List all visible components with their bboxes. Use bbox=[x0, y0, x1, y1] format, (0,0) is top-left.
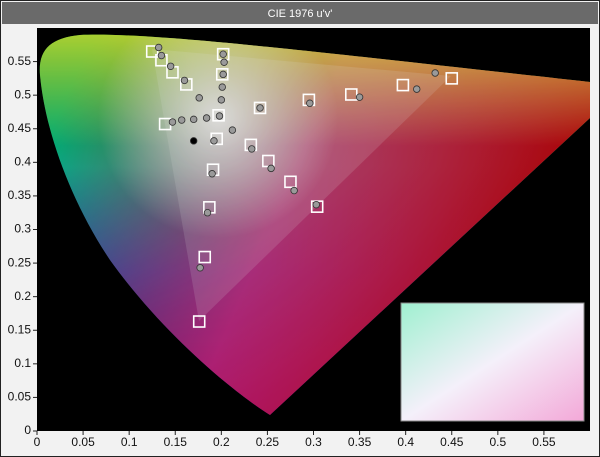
target-square bbox=[396, 78, 410, 92]
measured-point bbox=[228, 126, 237, 134]
x-tick-label: 0.1 bbox=[121, 435, 138, 449]
x-tick-label: 0 bbox=[34, 435, 41, 449]
measured-point bbox=[413, 85, 421, 93]
measured-point bbox=[154, 43, 163, 52]
inset bbox=[400, 302, 585, 422]
x-tick-label: 0.2 bbox=[213, 435, 230, 449]
measured-point bbox=[157, 51, 166, 60]
measured-point bbox=[195, 94, 203, 102]
x-tick-label: 0.25 bbox=[256, 435, 280, 449]
target-square bbox=[145, 45, 159, 58]
y-tick-label: 0.4 bbox=[14, 155, 31, 169]
x-tick-label: 0.45 bbox=[440, 435, 464, 449]
target-square bbox=[198, 250, 212, 264]
x-tick-label: 0.3 bbox=[305, 435, 322, 449]
measured-point bbox=[220, 58, 228, 66]
target-square bbox=[284, 175, 297, 189]
measured-point bbox=[217, 96, 226, 104]
measured-point bbox=[306, 99, 314, 107]
target-square bbox=[215, 68, 229, 81]
measured-point bbox=[208, 170, 216, 178]
x-tick-label: 0.15 bbox=[164, 435, 188, 449]
measured-point bbox=[196, 264, 204, 272]
x-tick-label: 0.35 bbox=[348, 435, 372, 449]
measured-point bbox=[168, 118, 177, 126]
measured-point bbox=[210, 137, 218, 145]
measured-point bbox=[203, 209, 212, 217]
measured-point bbox=[431, 69, 439, 77]
y-tick-label: 0.2 bbox=[14, 289, 31, 303]
measured-point bbox=[189, 115, 198, 124]
y-tick-label: 0.05 bbox=[8, 390, 32, 404]
measured-point bbox=[312, 200, 320, 209]
measured-point bbox=[178, 116, 186, 124]
measured-point bbox=[215, 112, 224, 120]
measured-point bbox=[219, 50, 227, 58]
y-tick-label: 0 bbox=[24, 423, 31, 437]
target-square bbox=[344, 88, 358, 101]
measured-point bbox=[290, 186, 298, 195]
target-square bbox=[192, 315, 206, 328]
y-tick-label: 0.55 bbox=[8, 54, 32, 68]
measured-point bbox=[189, 137, 198, 145]
target-square bbox=[212, 109, 225, 122]
marks bbox=[145, 43, 459, 328]
x-tick-label: 0.05 bbox=[71, 435, 95, 449]
y-tick-label: 0.1 bbox=[14, 356, 31, 370]
y-tick-label: 0.25 bbox=[8, 255, 32, 269]
chart-title: CIE 1976 u'v' bbox=[268, 8, 333, 20]
measured-point bbox=[166, 62, 175, 70]
title-bar bbox=[2, 2, 598, 24]
x-tick-label: 0.55 bbox=[532, 435, 556, 449]
y-tick-label: 0.15 bbox=[8, 322, 32, 336]
y-tick-label: 0.35 bbox=[8, 188, 32, 202]
measured-point bbox=[180, 76, 189, 85]
measured-point bbox=[202, 114, 211, 122]
measured-point bbox=[256, 104, 264, 112]
x-tick-label: 0.5 bbox=[489, 435, 506, 449]
x-tick-label: 0.4 bbox=[397, 435, 414, 449]
y-tick-label: 0.5 bbox=[14, 87, 31, 101]
measured-point bbox=[218, 83, 226, 91]
measured-point bbox=[267, 164, 275, 173]
y-tick-label: 0.3 bbox=[14, 222, 31, 236]
measured-point bbox=[219, 70, 227, 79]
measured-point bbox=[248, 145, 256, 153]
measured-point bbox=[355, 93, 364, 101]
y-tick-label: 0.45 bbox=[8, 121, 32, 135]
target-square bbox=[253, 101, 267, 115]
target-square bbox=[445, 72, 459, 85]
